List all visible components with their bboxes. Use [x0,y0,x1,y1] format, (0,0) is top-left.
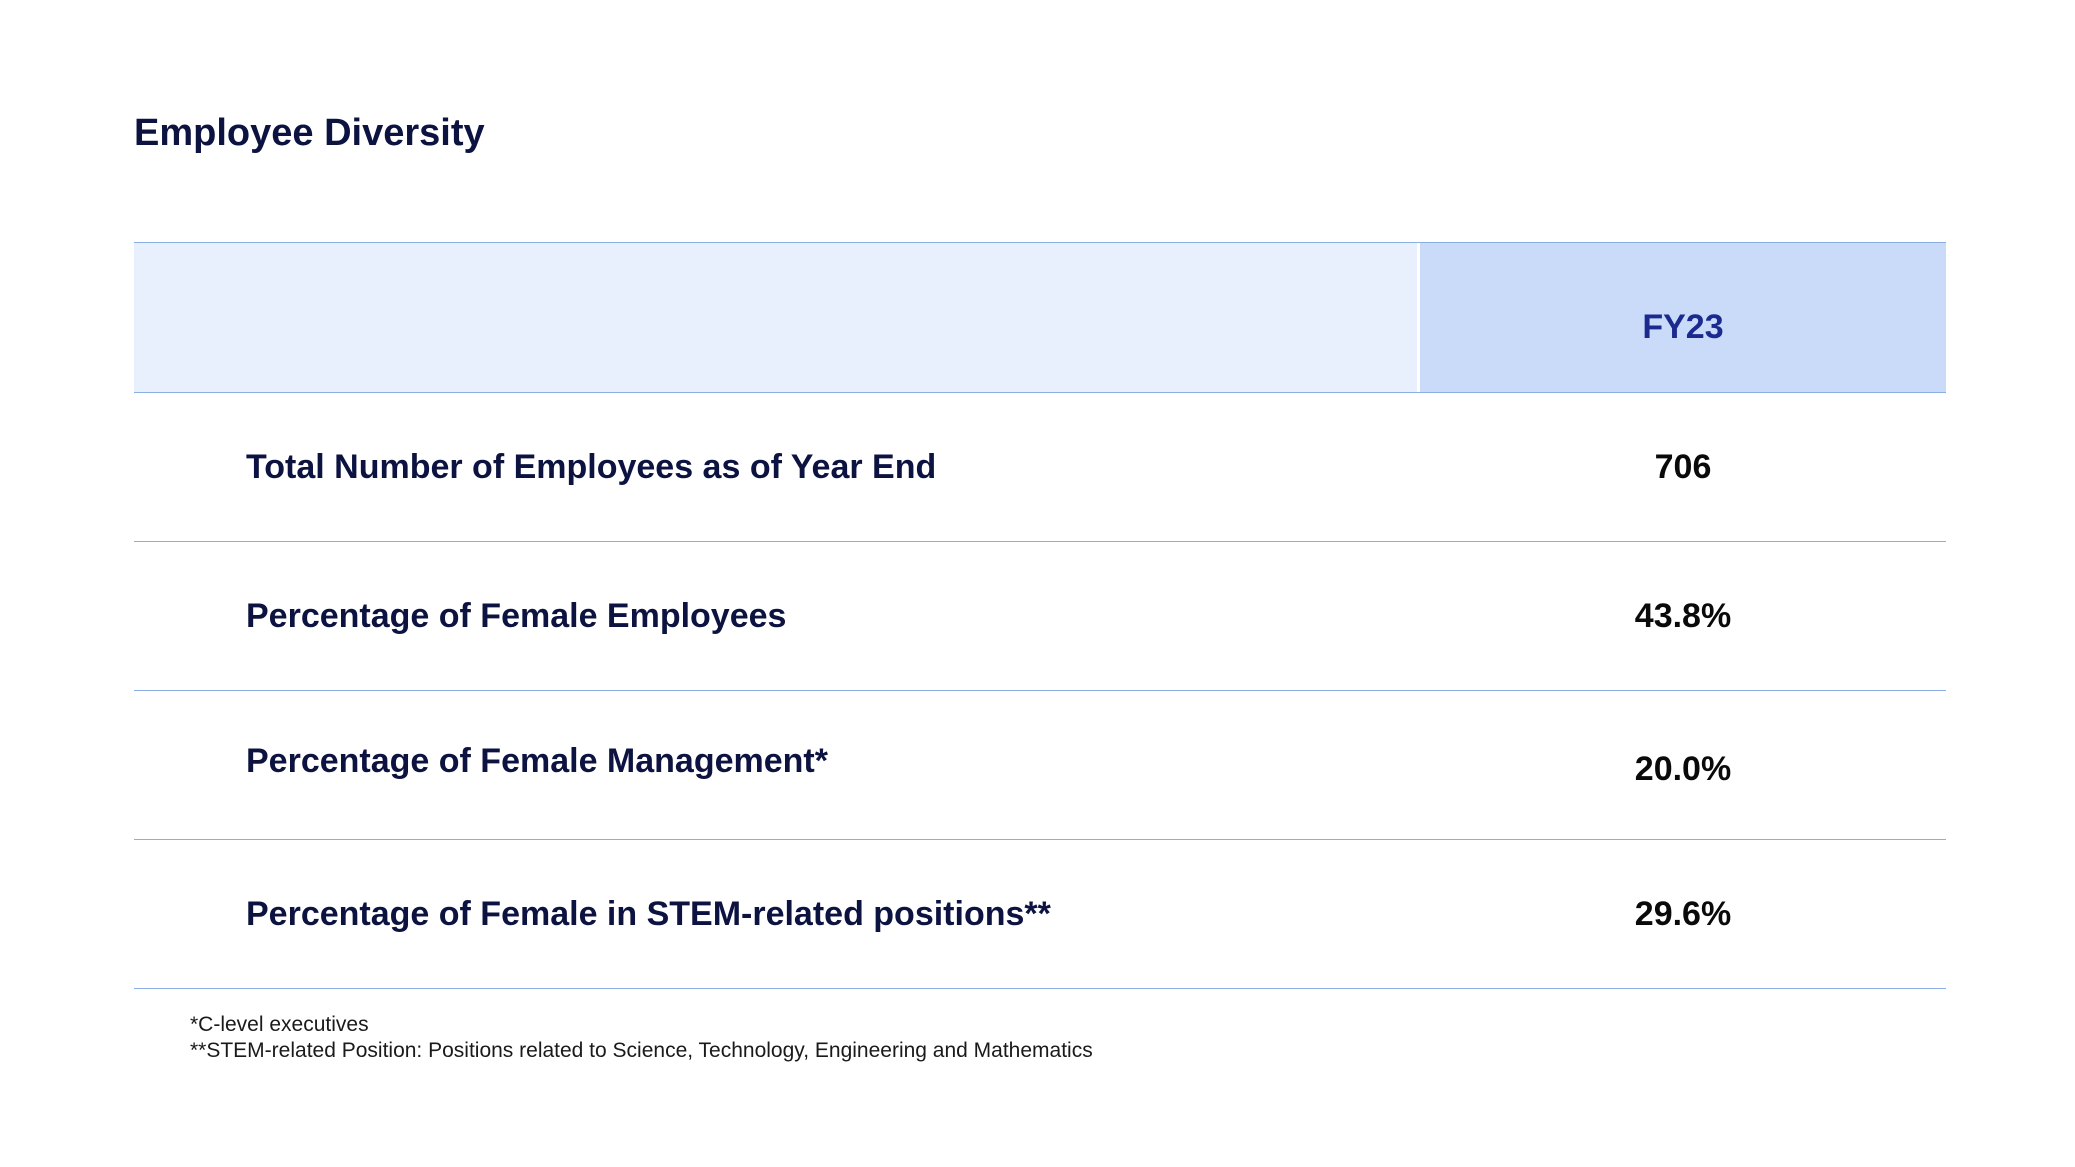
table-row: Percentage of Female Management* 20.0% [134,691,1946,840]
row-label-female-employees: Percentage of Female Employees [246,596,787,635]
table-row: Percentage of Female Employees 43.8% [134,542,1946,691]
row-label-female-management: Percentage of Female Management* [246,741,828,780]
row-value-female-employees: 43.8% [1634,596,1732,635]
footnotes: *C-level executives **STEM-related Posit… [190,1012,1093,1064]
table-header-row: FY23 [134,242,1946,393]
footnote-stem: **STEM-related Position: Positions relat… [190,1039,1093,1062]
row-label-female-stem: Percentage of Female in STEM-related pos… [246,894,1051,933]
row-value-total-employees: 706 [1654,447,1712,486]
table-row: Total Number of Employees as of Year End… [134,393,1946,542]
row-label-total-employees: Total Number of Employees as of Year End [246,447,937,486]
header-period-fy23: FY23 [1420,243,1946,392]
table-row: Percentage of Female in STEM-related pos… [134,840,1946,989]
page-title: Employee Diversity [134,112,485,154]
diversity-table: FY23 Total Number of Employees as of Yea… [134,242,1946,989]
row-value-female-stem: 29.6% [1634,894,1732,933]
header-label-cell [134,243,1420,392]
row-value-female-management: 20.0% [1634,749,1732,788]
footnote-c-level: *C-level executives [190,1013,369,1036]
